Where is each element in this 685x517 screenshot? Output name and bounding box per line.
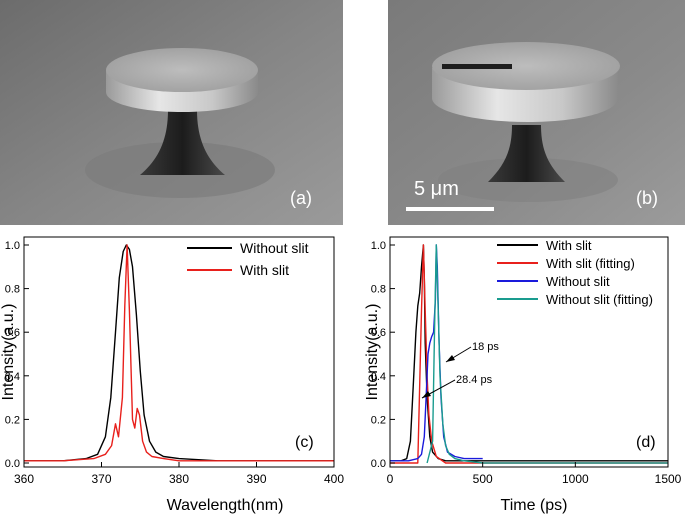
chart-d-series-2 xyxy=(390,244,483,462)
chart-d-xtick-label: 1500 xyxy=(655,472,682,486)
chart-c: 360 370 380 390 400 0.0 0.2 0.4 0.6 0.8 1.0 Wavele… xyxy=(0,236,344,514)
chart-d-legend-with-slit-fitting: With slit (fitting) xyxy=(546,256,635,271)
chart-d-legend-without-slit: Without slit xyxy=(546,274,610,289)
scale-bar xyxy=(406,207,494,211)
chart-d-ylabel: Intensity(a.u.) xyxy=(364,304,381,401)
chart-c-series-1 xyxy=(24,244,334,462)
chart-c-xtick-label: 390 xyxy=(246,472,266,486)
sem-image-a: (a) xyxy=(0,0,343,225)
chart-c-legend-without-slit: Without slit xyxy=(240,240,309,256)
chart-d-legend-without-slit-fitting: Without slit (fitting) xyxy=(546,292,653,307)
chart-c-xtick-label: 370 xyxy=(91,472,111,486)
chart-c-ylabel: Intensity(a.u.) xyxy=(0,304,17,401)
sem-image-b: 5 μm (b) xyxy=(388,0,685,225)
chart-d-xtick-label: 0 xyxy=(387,472,394,486)
panel-label-b: (b) xyxy=(636,188,658,208)
scale-bar-label: 5 μm xyxy=(414,178,459,200)
chart-d: 0 500 1000 1500 0.0 0.2 0.4 0.6 0.8 1.0 Time (ps)… xyxy=(364,236,682,514)
annotation-28ps: 28.4 ps xyxy=(456,374,493,386)
chart-d-series-0 xyxy=(390,244,668,462)
chart-d-series-1 xyxy=(390,244,668,464)
chart-c-xtick-label: 380 xyxy=(169,472,189,486)
chart-c-ytick-label: 0.6 xyxy=(5,327,20,339)
chart-c-legend: Without slit With slit xyxy=(187,240,309,278)
chart-d-ytick-label: 0.6 xyxy=(371,327,386,339)
chart-c-panel-label: (c) xyxy=(295,434,314,451)
chart-c-legend-with-slit: With slit xyxy=(240,262,289,278)
chart-c-xtick-label: 360 xyxy=(14,472,34,486)
chart-d-ytick-label: 0.8 xyxy=(371,284,386,296)
chart-d-ytick-label: 0.0 xyxy=(371,458,386,470)
chart-c-ytick-label: 0.2 xyxy=(5,414,20,426)
chart-d-ytick-label: 1.0 xyxy=(371,240,386,252)
chart-d-series-3 xyxy=(426,244,668,464)
chart-c-ytick-label: 0.8 xyxy=(5,284,20,296)
chart-c-ytick-label: 0.4 xyxy=(5,371,20,383)
chart-c-xtick-label: 400 xyxy=(324,472,344,486)
panel-label-a: (a) xyxy=(290,188,312,208)
chart-c-series-0 xyxy=(24,244,334,462)
chart-c-xlabel: Wavelength(nm) xyxy=(167,497,284,514)
chart-c-ytick-label: 0.0 xyxy=(5,458,20,470)
chart-d-xtick-label: 500 xyxy=(473,472,493,486)
chart-d-legend-with-slit: With slit xyxy=(546,238,592,253)
chart-d-legend: With slit With slit (fitting) Without sl… xyxy=(497,238,653,307)
chart-d-ytick-label: 0.2 xyxy=(371,414,386,426)
chart-d-xtick-label: 1000 xyxy=(562,472,589,486)
chart-d-ytick-label: 0.4 xyxy=(371,371,386,383)
chart-d-panel-label: (d) xyxy=(636,434,656,451)
chart-c-ytick-label: 1.0 xyxy=(5,240,20,252)
chart-d-annotations: 18 ps 28.4 ps xyxy=(421,341,499,399)
chart-d-frame xyxy=(389,236,669,468)
chart-d-xlabel: Time (ps) xyxy=(501,497,568,514)
annotation-18ps: 18 ps xyxy=(472,341,499,353)
slit xyxy=(442,64,512,69)
